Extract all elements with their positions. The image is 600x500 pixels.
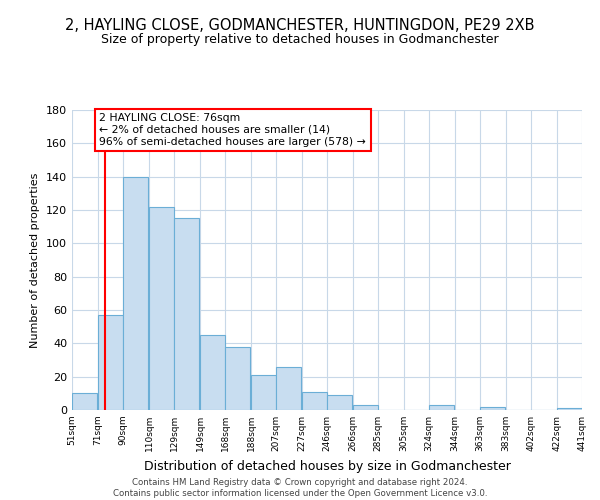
Bar: [327, 395, 352, 410]
Bar: [353, 405, 378, 410]
Bar: [149, 206, 174, 410]
Text: Contains HM Land Registry data © Crown copyright and database right 2024.
Contai: Contains HM Land Registry data © Crown c…: [113, 478, 487, 498]
Bar: [557, 408, 582, 410]
Bar: [98, 315, 123, 410]
Bar: [225, 346, 250, 410]
Bar: [251, 375, 276, 410]
X-axis label: Distribution of detached houses by size in Godmanchester: Distribution of detached houses by size …: [143, 460, 511, 472]
Bar: [123, 176, 148, 410]
Y-axis label: Number of detached properties: Number of detached properties: [31, 172, 40, 348]
Bar: [480, 406, 505, 410]
Bar: [429, 405, 454, 410]
Bar: [72, 394, 97, 410]
Bar: [174, 218, 199, 410]
Text: Size of property relative to detached houses in Godmanchester: Size of property relative to detached ho…: [101, 32, 499, 46]
Bar: [276, 366, 301, 410]
Text: 2, HAYLING CLOSE, GODMANCHESTER, HUNTINGDON, PE29 2XB: 2, HAYLING CLOSE, GODMANCHESTER, HUNTING…: [65, 18, 535, 32]
Bar: [200, 335, 225, 410]
Text: 2 HAYLING CLOSE: 76sqm
← 2% of detached houses are smaller (14)
96% of semi-deta: 2 HAYLING CLOSE: 76sqm ← 2% of detached …: [100, 114, 366, 146]
Bar: [302, 392, 327, 410]
